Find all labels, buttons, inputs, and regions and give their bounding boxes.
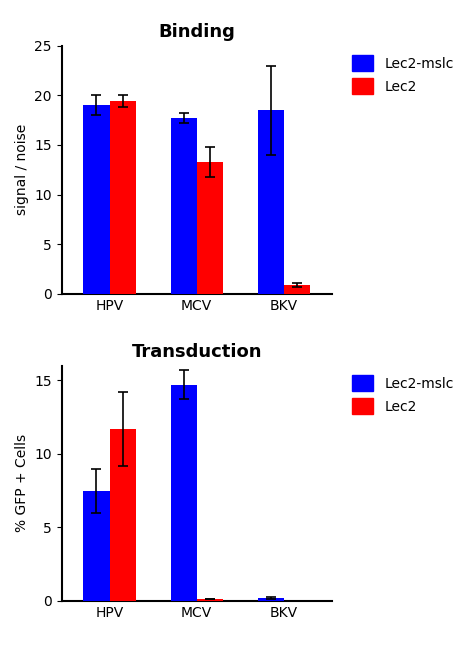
Bar: [284, 285, 310, 294]
Bar: [197, 599, 223, 601]
Bar: [109, 101, 136, 294]
Y-axis label: % GFP + Cells: % GFP + Cells: [15, 434, 29, 532]
Bar: [83, 490, 109, 601]
Title: Transduction: Transduction: [131, 343, 262, 361]
Y-axis label: signal / noise: signal / noise: [15, 124, 29, 215]
Legend: Lec2-mslc, Lec2: Lec2-mslc, Lec2: [349, 53, 456, 97]
Bar: [109, 429, 136, 601]
Bar: [171, 385, 197, 601]
Bar: [258, 598, 284, 601]
Bar: [197, 162, 223, 294]
Bar: [171, 118, 197, 294]
Bar: [83, 105, 109, 294]
Title: Binding: Binding: [158, 24, 235, 41]
Bar: [258, 110, 284, 294]
Legend: Lec2-mslc, Lec2: Lec2-mslc, Lec2: [349, 373, 456, 417]
